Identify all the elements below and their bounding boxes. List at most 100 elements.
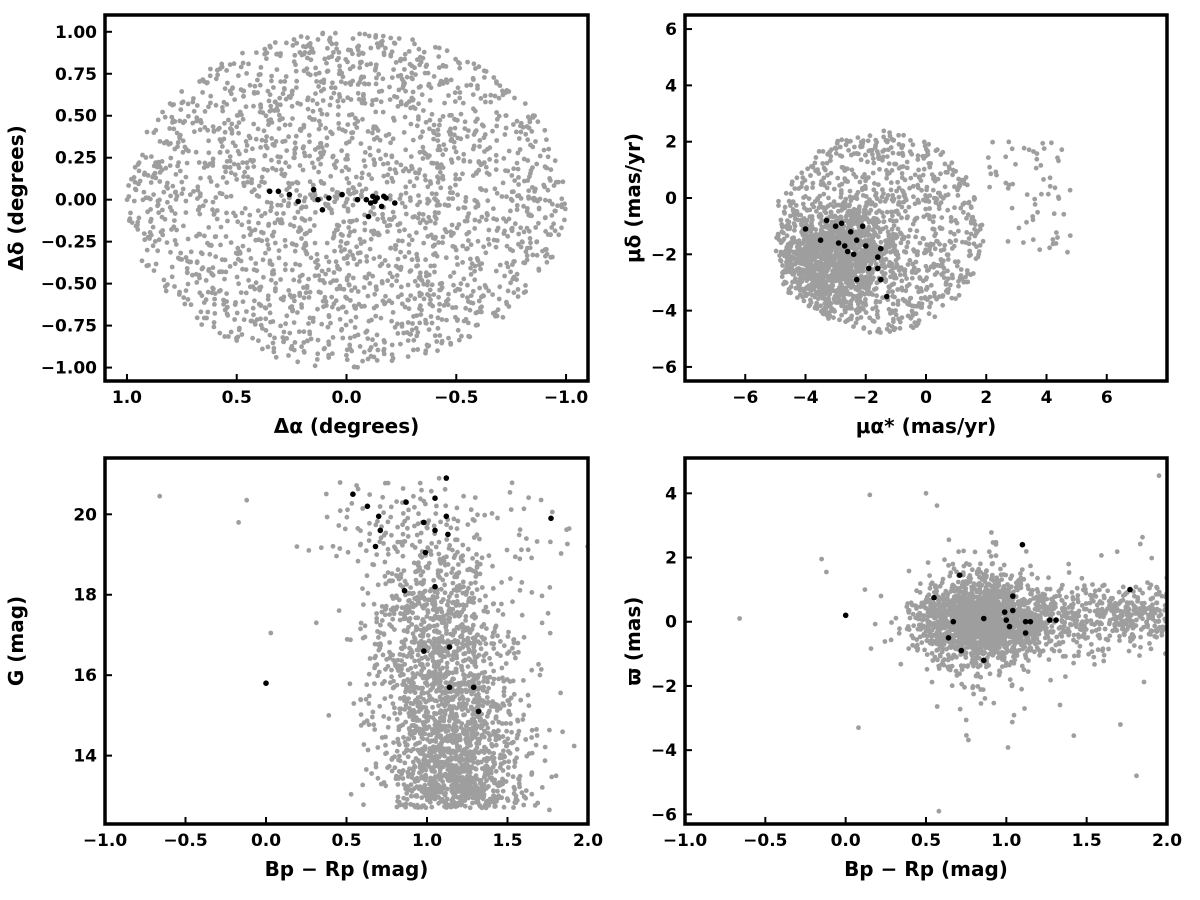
field-star-point bbox=[393, 170, 399, 176]
field-star-point bbox=[335, 112, 341, 118]
field-star-point bbox=[1041, 177, 1046, 182]
field-star-point bbox=[191, 96, 196, 101]
field-star-point bbox=[849, 267, 854, 273]
field-star-point bbox=[172, 146, 178, 152]
field-star-point bbox=[416, 114, 421, 120]
field-star-point bbox=[425, 344, 431, 349]
field-star-point bbox=[241, 94, 246, 99]
field-star-point bbox=[393, 60, 399, 65]
field-star-point bbox=[959, 177, 965, 183]
field-star-point bbox=[843, 142, 849, 148]
field-star-point bbox=[402, 67, 407, 72]
field-star-point bbox=[450, 243, 456, 249]
field-star-point bbox=[200, 265, 206, 271]
field-star-point bbox=[242, 206, 248, 211]
field-star-point bbox=[815, 167, 820, 173]
field-star-point bbox=[855, 309, 860, 315]
field-star-point bbox=[556, 232, 562, 238]
field-star-point bbox=[1047, 175, 1053, 181]
field-star-point bbox=[310, 50, 316, 55]
field-star-point bbox=[813, 155, 819, 160]
field-star-point bbox=[908, 175, 914, 181]
field-star-point bbox=[890, 150, 896, 156]
field-star-point bbox=[504, 260, 510, 266]
field-star-point bbox=[244, 309, 249, 314]
field-star-point bbox=[234, 338, 240, 343]
field-star-point bbox=[1049, 140, 1054, 146]
field-star-point bbox=[1055, 235, 1060, 240]
field-star-point bbox=[190, 272, 195, 278]
field-star-point bbox=[204, 315, 210, 321]
field-star-point bbox=[837, 153, 843, 159]
field-star-point bbox=[833, 300, 839, 305]
field-star-point bbox=[827, 240, 833, 245]
field-star-point bbox=[934, 296, 939, 302]
field-star-point bbox=[883, 238, 888, 244]
field-star-point bbox=[286, 353, 291, 358]
field-star-point bbox=[319, 145, 325, 150]
field-star-point bbox=[301, 285, 306, 290]
field-star-point bbox=[345, 208, 351, 214]
field-star-point bbox=[462, 119, 468, 125]
field-star-point bbox=[411, 183, 417, 189]
field-star-point bbox=[963, 274, 968, 280]
field-star-point bbox=[533, 225, 539, 230]
field-star-point bbox=[874, 280, 880, 286]
field-star-point bbox=[318, 161, 323, 167]
field-star-point bbox=[448, 229, 454, 235]
field-star-point bbox=[233, 213, 238, 219]
field-star-point bbox=[468, 272, 474, 277]
field-star-point bbox=[492, 186, 498, 192]
field-star-point bbox=[435, 127, 441, 133]
field-star-point bbox=[506, 216, 512, 222]
field-star-point bbox=[234, 274, 240, 280]
field-star-point bbox=[320, 151, 326, 157]
field-star-point bbox=[428, 314, 434, 319]
field-star-point bbox=[452, 132, 457, 138]
field-star-point bbox=[502, 273, 507, 279]
field-star-point bbox=[803, 285, 809, 291]
field-star-point bbox=[270, 142, 276, 147]
field-star-point bbox=[490, 292, 495, 297]
field-star-point bbox=[289, 343, 295, 349]
field-star-point bbox=[895, 298, 901, 304]
field-star-point bbox=[163, 165, 169, 171]
field-star-point bbox=[458, 111, 464, 117]
field-star-point bbox=[471, 61, 477, 67]
field-star-point bbox=[519, 239, 525, 245]
field-star-point bbox=[253, 261, 259, 266]
field-star-point bbox=[201, 79, 207, 84]
field-star-point bbox=[377, 137, 383, 143]
field-star-point bbox=[867, 247, 873, 253]
field-star-point bbox=[414, 230, 419, 236]
field-star-point bbox=[241, 174, 246, 180]
field-star-point bbox=[885, 171, 890, 177]
field-star-point bbox=[254, 50, 259, 55]
field-star-point bbox=[396, 238, 401, 244]
field-star-point bbox=[541, 147, 547, 153]
field-star-point bbox=[947, 282, 953, 288]
field-star-point bbox=[256, 183, 262, 189]
field-star-point bbox=[469, 261, 475, 267]
field-star-point bbox=[323, 125, 329, 131]
field-star-point bbox=[266, 246, 272, 252]
field-star-point bbox=[778, 258, 784, 264]
field-star-point bbox=[409, 237, 415, 243]
field-star-point bbox=[367, 152, 373, 158]
field-star-point bbox=[868, 148, 873, 153]
field-star-point bbox=[782, 204, 788, 210]
field-star-point bbox=[199, 322, 205, 327]
field-star-point bbox=[432, 251, 438, 256]
field-star-point bbox=[289, 103, 295, 109]
field-star-point bbox=[442, 582, 447, 588]
field-star-point bbox=[470, 622, 476, 628]
field-star-point bbox=[193, 149, 199, 155]
field-star-point bbox=[249, 189, 255, 195]
field-star-point bbox=[224, 291, 230, 296]
field-star-point bbox=[915, 252, 920, 258]
field-star-point bbox=[447, 185, 453, 191]
field-star-point bbox=[179, 191, 185, 197]
field-star-point bbox=[520, 124, 526, 130]
field-star-point bbox=[323, 271, 328, 277]
field-star-point bbox=[471, 595, 477, 601]
